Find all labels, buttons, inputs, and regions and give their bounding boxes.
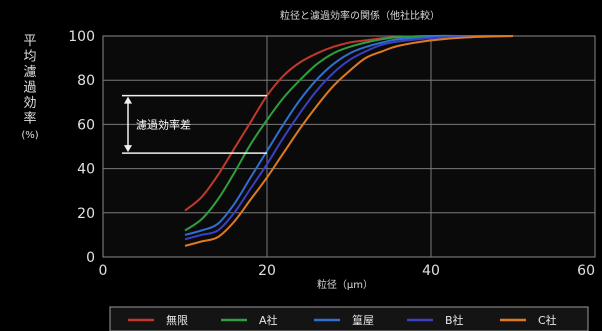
x-tick-label: 20 bbox=[258, 263, 276, 279]
chart-title: 粒径と濾過効率の関係（他社比較） bbox=[280, 9, 440, 22]
y-tick-label: 60 bbox=[77, 117, 95, 133]
series-line-5 bbox=[184, 35, 514, 247]
y-tick-label: 40 bbox=[77, 162, 95, 178]
y-axis-label-char: 過 bbox=[23, 81, 36, 96]
x-tick-label: 40 bbox=[422, 263, 440, 279]
y-axis-label-char: 率 bbox=[23, 111, 36, 127]
legend-label-2: A社 bbox=[259, 313, 278, 327]
x-tick-label: 60 bbox=[577, 263, 595, 279]
annotation-arrow-head-down bbox=[124, 145, 132, 153]
legend-label-1: 無限 bbox=[166, 313, 188, 327]
legend: 無限 A社 篁屋 B社 C社 bbox=[128, 313, 557, 327]
series-lines bbox=[184, 34, 514, 247]
series-line-2 bbox=[184, 34, 513, 232]
y-axis-label-char: (%) bbox=[21, 130, 38, 141]
y-axis-label-char: 平 bbox=[23, 34, 36, 49]
y-axis-label-char: 均 bbox=[23, 50, 36, 65]
y-tick-label: 0 bbox=[86, 250, 95, 266]
x-axis-label: 粒径（μm） bbox=[317, 278, 373, 291]
plot-area bbox=[102, 35, 596, 258]
y-tick-label: 100 bbox=[68, 29, 95, 45]
legend-label-3: 篁屋 bbox=[352, 313, 374, 327]
axis-ticks: 0 20 40 60 80 100 0 20 40 60 bbox=[68, 29, 595, 279]
y-tick-label: 80 bbox=[77, 73, 95, 89]
annotation-group: 濾過効率差 bbox=[122, 94, 267, 154]
grid bbox=[103, 36, 595, 257]
series-line-4 bbox=[184, 35, 514, 241]
legend-label-4: B社 bbox=[445, 313, 464, 327]
series-line-3 bbox=[184, 34, 514, 236]
annotation-label: 濾過効率差 bbox=[136, 117, 191, 131]
y-axis-label-char: 濾 bbox=[23, 65, 36, 80]
legend-label-5: C社 bbox=[538, 313, 557, 327]
annotation-arrow-head-up bbox=[124, 96, 132, 104]
x-tick-label: 0 bbox=[99, 263, 108, 279]
y-tick-label: 20 bbox=[77, 206, 95, 222]
y-axis-label-char: 効 bbox=[23, 96, 36, 111]
